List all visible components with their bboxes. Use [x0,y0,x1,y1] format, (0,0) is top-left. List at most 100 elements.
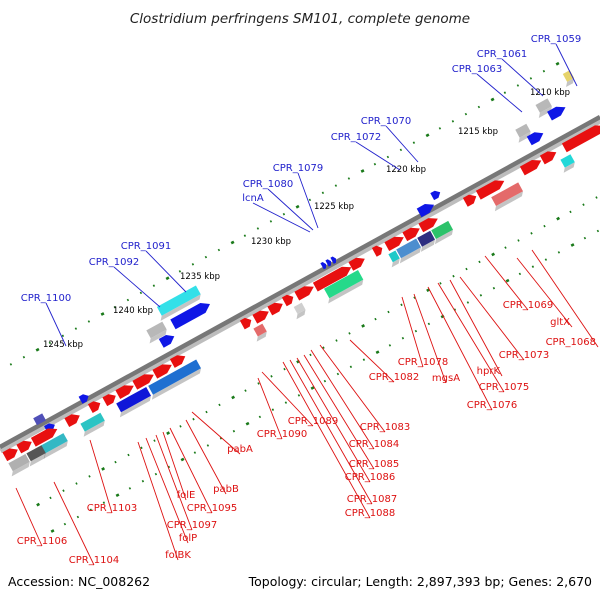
gene-block-yellow [562,70,575,82]
gene-arrow-red [371,245,383,257]
scale-tick [256,227,260,230]
label-cpr_1091-leader [145,250,187,293]
scale-tick [217,248,221,252]
label-folp: folP [179,533,197,544]
gene-arrow-red [169,355,186,368]
label-fole: folE [177,490,196,501]
scale-tick [22,355,26,359]
scale-tick-label: 1235 kbp [180,272,220,282]
scale-tick [425,133,430,138]
gene-block-cyan [560,154,575,168]
scale-tick [361,324,366,328]
scale-tick [245,421,250,426]
scale-tick [114,460,117,464]
scale-tick [74,327,78,330]
scale-tick [89,508,93,512]
scale-tick [323,379,327,383]
scale-tick-label: 1240 kbp [113,306,153,316]
gene-block-cyan [388,250,400,263]
gene-block-gray [535,98,552,113]
scale-tick [178,270,182,273]
gene-block-gray-shadow [11,461,30,477]
gene-block-darkgray-shadow [29,453,46,467]
scale-tick [204,255,208,259]
scale-tick-label: 1220 kbp [386,165,426,175]
scale-tick [477,105,481,109]
scale-tick [334,184,338,187]
label-cpr_1100-leader [45,302,67,347]
label-cpr_1079-leader [297,172,319,229]
scale-tick [504,246,507,249]
scale-tick [308,198,312,202]
scale-tick [555,61,560,66]
scale-tick [478,260,481,264]
label-cpr_1106: CPR_1106 [17,536,67,547]
scale-tick [466,301,470,304]
scale-tick [88,475,91,478]
scale-tick [360,169,365,173]
genes [2,70,600,477]
scale-tick [192,417,195,421]
scale-tick [401,336,405,340]
gene-block-lightgray [293,302,306,314]
label-cpr_1104-leader [53,481,95,566]
gene-arrow-blue [430,190,441,201]
scale-tick [347,177,351,180]
scale-tick [412,141,416,144]
gene-arrow-blue [416,204,435,218]
scale-tick [295,204,300,209]
gene-arrow-red [348,257,365,271]
label-cpr_1097: CPR_1097 [167,520,217,531]
gene-block-steelblue-shadow [399,247,421,264]
label-cpr_1059-leader [555,43,578,87]
scale-tick [218,403,221,407]
scale-tick [282,212,286,216]
scale-tick-label: 1245 kbp [43,340,83,350]
label-cpr_1084-leader [310,349,375,450]
scale-tick [206,444,210,447]
gene-arrow-blue [320,262,327,270]
label-cpr_1091: CPR_1091 [121,241,171,252]
scale-tick [270,375,273,378]
label-cpr_1086: CPR_1086 [345,472,395,483]
scale-tick [374,317,377,321]
scale-tick [595,196,598,199]
label-paba: pabA [227,444,253,455]
scale-tick [76,515,80,519]
gene-arrow-red [115,385,134,399]
label-fole-leader [162,431,187,501]
label-cpr_1069-leader [484,255,529,311]
scale-tick [322,346,325,349]
scale-tick [139,291,143,295]
label-folbk: folBK [165,550,191,561]
gene-arrow-red [462,194,477,207]
scale-tick [452,274,455,278]
scale-tick [414,329,418,333]
gene-arrow-red [2,448,18,462]
gene-block-cyan-shadow [43,441,68,459]
label-cpr_1068: CPR_1068 [546,337,596,348]
scale-tick [297,394,301,397]
gene-arrow-blue [325,259,332,267]
scale-tick [179,425,182,428]
scale-tick [465,267,468,271]
gene-block-darkgray [26,445,46,462]
label-cpr_1087: CPR_1087 [347,494,397,505]
label-cpr_1061: CPR_1061 [477,49,527,60]
label-cpr_1063: CPR_1063 [452,64,502,75]
scale-tick [309,353,312,357]
label-cpr_1092: CPR_1092 [89,257,139,268]
label-cpr_1089: CPR_1089 [288,416,338,427]
gene-arrow-red [30,428,58,447]
label-cpr_1090-leader [257,377,283,440]
gene-block-cyan [40,433,68,454]
scale-ticks: 1210 kbp 1215 kbp 1220 kbp 1225 kbp 1230 kbp… [9,61,600,533]
scale-tick [141,479,145,483]
gene-arrow-red [267,302,283,316]
label-folbk-leader [137,441,179,561]
gene-arrow-red [402,227,420,242]
gene-block-cyan-shadow [160,294,201,321]
scale-tick [9,363,13,366]
gene-block-pink-shadow [256,331,267,342]
